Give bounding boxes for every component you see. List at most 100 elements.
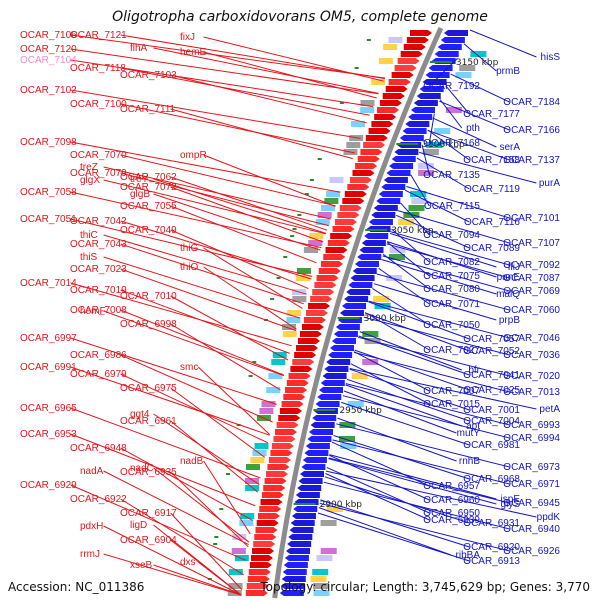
- right-leader-line: [387, 241, 497, 278]
- right-gene-label: malQ: [496, 289, 520, 300]
- annotation-tile: [234, 555, 249, 561]
- right-leader-line: [450, 73, 510, 103]
- forward-gene-glyph: [308, 303, 331, 309]
- left-leader-line: [70, 48, 379, 95]
- forward-gene-glyph: [270, 450, 293, 456]
- forward-gene-glyph: [246, 583, 269, 589]
- annotation-tile: [315, 219, 330, 225]
- forward-gene-glyph: [264, 478, 287, 484]
- reverse-gene-glyph: [298, 478, 323, 484]
- left-gene-label: OCAR_7104: [20, 55, 77, 66]
- annotation-tile: [244, 478, 259, 484]
- right-gene-label: OCAR_6926: [503, 546, 560, 557]
- left-gene-label: OCAR_6997: [20, 333, 77, 344]
- right-gene-label: OCAR_7050: [423, 320, 480, 331]
- reverse-gene-glyph: [315, 401, 340, 407]
- forward-gene-glyph: [363, 142, 386, 148]
- forward-gene-glyph: [342, 198, 365, 204]
- forward-gene-glyph: [296, 345, 319, 351]
- left-gene-label: OCAR_7042: [70, 216, 127, 227]
- right-leader-line: [386, 241, 430, 277]
- annotation-tile: [426, 142, 443, 148]
- left-leader-line: [170, 108, 353, 160]
- annotation-tile: [340, 443, 357, 449]
- reverse-gene-glyph: [301, 464, 326, 470]
- right-leader-line: [349, 368, 537, 410]
- right-leader-line: [343, 390, 457, 434]
- right-gene-label: petA: [539, 404, 560, 415]
- right-gene-label: bfr: [468, 365, 480, 376]
- forward-gene-glyph: [273, 436, 296, 442]
- right-leader-line: [429, 58, 458, 87]
- right-gene-label: OCAR_6973: [503, 462, 560, 473]
- left-leader-line: [120, 154, 336, 207]
- forward-gene-glyph: [250, 555, 273, 561]
- left-gene-label: fixJ: [180, 32, 195, 43]
- right-gene-label: OCAR_7007: [423, 386, 480, 397]
- forward-gene-glyph: [256, 520, 279, 526]
- left-gene-label: OCAR_6961: [120, 416, 177, 427]
- forward-gene-glyph: [382, 93, 405, 99]
- annotation-tile: [362, 331, 379, 337]
- reverse-gene-glyph: [386, 170, 411, 176]
- forward-gene-glyph: [339, 205, 362, 211]
- reverse-gene-glyph: [342, 303, 367, 309]
- left-gene-label: ligD: [130, 520, 147, 531]
- forward-gene-glyph: [301, 324, 324, 330]
- left-leader-line: [70, 34, 386, 79]
- left-gene-label: thiS: [80, 252, 98, 263]
- left-gene-label: OCAR_7055: [120, 201, 177, 212]
- right-gene-label: panE: [497, 272, 521, 283]
- forward-gene-glyph: [263, 485, 286, 491]
- left-gene-label: ompR: [180, 150, 207, 161]
- right-leader-line: [382, 253, 430, 290]
- reverse-gene-glyph: [319, 387, 344, 393]
- annotation-tile: [417, 163, 434, 169]
- right-leader-line: [353, 351, 430, 392]
- right-leader-line: [416, 157, 470, 190]
- right-gene-label: OCAR_7087: [503, 273, 560, 284]
- forward-gene-glyph: [271, 443, 294, 449]
- backbone-arc: [272, 26, 444, 599]
- forward-gene-glyph: [344, 191, 367, 197]
- reverse-gene-glyph: [286, 548, 311, 554]
- forward-gene-glyph: [303, 317, 326, 323]
- right-leader-line: [358, 335, 470, 376]
- annotation-tile: [371, 79, 386, 85]
- forward-gene-glyph: [299, 331, 322, 337]
- left-gene-label: OCAR_6979: [70, 369, 127, 380]
- right-leader-line: [337, 417, 457, 462]
- right-gene-label: OCAR_7015: [423, 399, 480, 410]
- right-gene-label: OCAR_6971: [503, 479, 560, 490]
- left-leader-line: [203, 51, 377, 99]
- forward-gene-glyph: [330, 233, 353, 239]
- right-leader-line: [400, 202, 430, 236]
- right-leader-line: [390, 231, 510, 266]
- right-gene-label: OCAR_7075: [423, 271, 480, 282]
- annotation-tile: [360, 100, 375, 106]
- label-leader-lines: [70, 29, 537, 596]
- reverse-gene-glyph: [339, 310, 364, 316]
- reverse-gene-glyph: [282, 569, 307, 575]
- forward-gene-glyph: [290, 366, 313, 372]
- reverse-gene-glyph: [361, 240, 386, 246]
- right-gene-label: OCAR_6981: [463, 440, 520, 451]
- left-gene-label: OCAR_6935: [120, 467, 177, 478]
- left-gene-label: OCAR_6986: [70, 350, 127, 361]
- minor-tick-mark: [214, 536, 219, 538]
- right-leader-line: [421, 144, 430, 176]
- reverse-gene-glyph: [310, 422, 335, 428]
- reverse-gene-glyph: [281, 576, 306, 582]
- left-leader-line: [203, 36, 384, 82]
- annotation-tile: [398, 219, 415, 225]
- right-gene-label: OCAR_6939: [423, 515, 480, 526]
- annotation-tile: [308, 240, 323, 246]
- annotation-tile: [309, 233, 324, 239]
- forward-gene-glyph: [391, 72, 414, 78]
- right-gene-label: OCAR_7192: [423, 81, 480, 92]
- reverse-gene-glyph: [295, 492, 320, 498]
- annotation-tile: [374, 303, 391, 309]
- forward-gene-glyph: [347, 184, 370, 190]
- annotation-tile: [321, 205, 336, 211]
